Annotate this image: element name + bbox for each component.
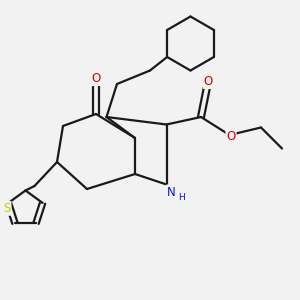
- Text: O: O: [226, 130, 236, 143]
- Text: O: O: [204, 75, 213, 88]
- Text: N: N: [167, 185, 176, 199]
- Text: H: H: [178, 193, 185, 202]
- Text: O: O: [92, 72, 100, 85]
- Text: S: S: [3, 202, 10, 215]
